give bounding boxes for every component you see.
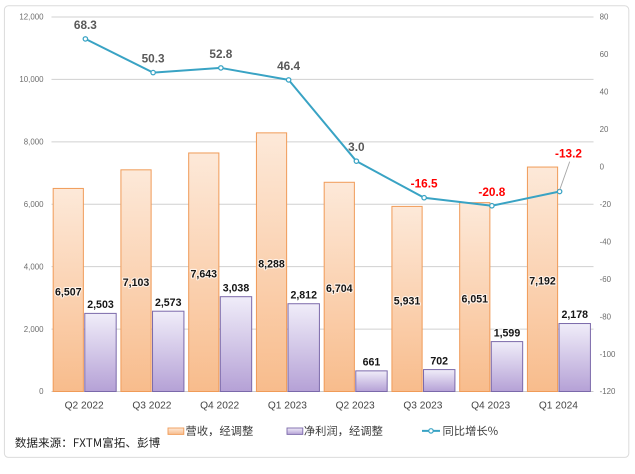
svg-text:Q3 2023: Q3 2023 bbox=[403, 401, 442, 412]
svg-text:2,573: 2,573 bbox=[155, 297, 182, 309]
svg-text:6,704: 6,704 bbox=[326, 283, 353, 295]
svg-text:-16.5: -16.5 bbox=[411, 177, 438, 191]
svg-text:-20.8: -20.8 bbox=[478, 185, 505, 199]
svg-text:-13.2: -13.2 bbox=[555, 147, 582, 161]
svg-text:50.3: 50.3 bbox=[142, 52, 165, 66]
svg-text:1,599: 1,599 bbox=[494, 327, 521, 339]
svg-text:Q1 2023: Q1 2023 bbox=[268, 401, 307, 412]
svg-text:2,503: 2,503 bbox=[87, 299, 114, 311]
svg-text:-100: -100 bbox=[600, 350, 616, 359]
svg-text:Q3 2022: Q3 2022 bbox=[132, 401, 171, 412]
svg-text:10,000: 10,000 bbox=[19, 75, 44, 84]
svg-text:661: 661 bbox=[363, 357, 381, 369]
svg-text:3,038: 3,038 bbox=[223, 282, 250, 294]
svg-text:80: 80 bbox=[600, 13, 609, 22]
svg-text:6,507: 6,507 bbox=[55, 286, 82, 298]
svg-text:7,192: 7,192 bbox=[529, 276, 556, 288]
svg-text:7,643: 7,643 bbox=[191, 269, 218, 281]
svg-text:-20: -20 bbox=[600, 200, 612, 209]
svg-text:Q4 2023: Q4 2023 bbox=[471, 401, 510, 412]
svg-text:-80: -80 bbox=[600, 312, 612, 321]
svg-text:20: 20 bbox=[600, 125, 609, 134]
svg-text:-120: -120 bbox=[600, 387, 616, 396]
svg-text:3.0: 3.0 bbox=[348, 140, 365, 154]
svg-text:2,178: 2,178 bbox=[561, 309, 588, 321]
svg-text:-40: -40 bbox=[600, 237, 612, 246]
svg-text:-60: -60 bbox=[600, 275, 612, 284]
svg-text:Q1 2024: Q1 2024 bbox=[539, 401, 578, 412]
svg-text:Q4 2022: Q4 2022 bbox=[200, 401, 239, 412]
svg-text:5,931: 5,931 bbox=[394, 295, 421, 307]
svg-text:12,000: 12,000 bbox=[19, 13, 44, 22]
svg-text:68.3: 68.3 bbox=[74, 18, 97, 32]
svg-text:Q2 2023: Q2 2023 bbox=[336, 401, 375, 412]
svg-text:6,051: 6,051 bbox=[462, 293, 489, 305]
svg-text:60: 60 bbox=[600, 50, 609, 59]
svg-text:46.4: 46.4 bbox=[277, 59, 300, 73]
svg-text:2,000: 2,000 bbox=[24, 325, 44, 334]
svg-text:Q2 2022: Q2 2022 bbox=[65, 401, 104, 412]
svg-text:8,000: 8,000 bbox=[24, 138, 44, 147]
svg-text:52.8: 52.8 bbox=[209, 47, 232, 61]
svg-text:0: 0 bbox=[39, 387, 44, 396]
svg-text:6,000: 6,000 bbox=[24, 200, 44, 209]
svg-text:2,812: 2,812 bbox=[290, 289, 317, 301]
svg-text:0: 0 bbox=[600, 163, 605, 172]
svg-text:8,288: 8,288 bbox=[258, 258, 285, 270]
svg-text:40: 40 bbox=[600, 88, 609, 97]
svg-text:7,103: 7,103 bbox=[123, 277, 150, 289]
svg-text:702: 702 bbox=[430, 355, 448, 367]
svg-text:4,000: 4,000 bbox=[24, 262, 44, 271]
